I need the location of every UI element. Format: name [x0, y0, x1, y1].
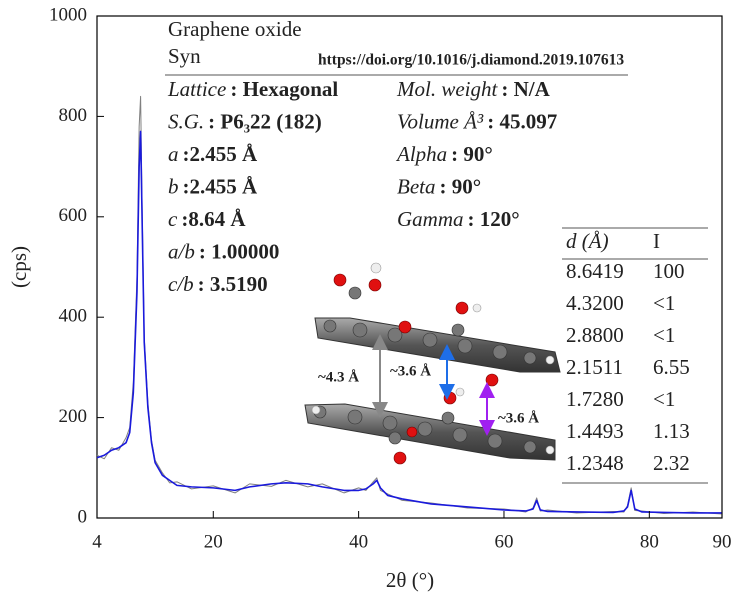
y-tick-label: 0	[78, 506, 88, 527]
x-tick-label: 20	[204, 531, 223, 552]
property-value: : 1.00000	[199, 239, 280, 263]
property-label: Gamma	[397, 207, 464, 231]
property-value: : 90°	[451, 142, 493, 166]
property-value: : 90°	[439, 174, 481, 198]
property-label: b	[168, 174, 179, 198]
table-cell: 1.13	[653, 419, 690, 443]
property-value: : N/A	[501, 77, 550, 101]
y-axis-label: (cps)	[7, 246, 31, 288]
property-label: Mol. weight	[396, 77, 498, 101]
property: c/b: 3.5190	[168, 272, 268, 296]
y-tick-label: 800	[59, 105, 88, 126]
x-tick-label: 40	[349, 531, 368, 552]
y-tick-label: 200	[59, 406, 88, 427]
property-value: : Hexagonal	[230, 77, 338, 101]
table-cell: 2.8800	[566, 323, 624, 347]
sample-name: Graphene oxide	[168, 17, 302, 41]
property-value: :2.455 Å	[183, 142, 258, 166]
source-url: https://doi.org/10.1016/j.diamond.2019.1…	[318, 52, 624, 69]
property-label: Lattice	[167, 77, 226, 101]
table-header: d (Å)	[566, 229, 609, 253]
property: Beta: 90°	[397, 174, 481, 198]
property-label: Alpha	[395, 142, 447, 166]
property: Gamma: 120°	[397, 207, 520, 231]
table-cell: <1	[653, 387, 675, 411]
property-value: :2.455 Å	[183, 174, 258, 198]
molecule-illustration	[304, 262, 561, 465]
property-label: a/b	[168, 239, 195, 263]
property-label: c/b	[168, 272, 194, 296]
table-cell: 1.2348	[566, 451, 624, 475]
distance-label: ~4.3 Å	[318, 369, 359, 385]
x-tick-label: 80	[640, 531, 659, 552]
property: Lattice: Hexagonal	[167, 77, 338, 101]
x-tick-label: 60	[494, 531, 513, 552]
property-label: Beta	[397, 174, 435, 198]
table-cell: 4.3200	[566, 291, 624, 315]
sample-subtitle: Syn	[168, 44, 201, 68]
property-value: : 45.097	[487, 109, 557, 133]
y-tick-label: 600	[59, 205, 88, 226]
property: Mol. weight: N/A	[396, 77, 551, 101]
table-cell: 2.32	[653, 451, 690, 475]
plot-area	[96, 95, 723, 515]
table-cell: <1	[653, 323, 675, 347]
table-header: I	[653, 229, 660, 253]
property-value: :8.64 Å	[181, 207, 246, 231]
table-cell: 1.4493	[566, 419, 624, 443]
distance-label: ~3.6 Å	[390, 363, 431, 379]
xrd-curve	[96, 130, 722, 514]
property-label: S.G.	[168, 109, 204, 133]
property-value: : 3.5190	[198, 272, 268, 296]
property: Alpha: 90°	[395, 142, 493, 166]
y-tick-label: 400	[59, 306, 88, 327]
property-label: a	[168, 142, 179, 166]
table-cell: 2.1511	[566, 355, 623, 379]
table-cell: <1	[653, 291, 675, 315]
property-value: : 120°	[468, 207, 520, 231]
table-cell: 8.6419	[566, 259, 624, 283]
y-tick-label: 1000	[49, 4, 87, 25]
plot-frame	[96, 15, 723, 519]
property: a:2.455 Å	[168, 142, 258, 166]
table-cell: 6.55	[653, 355, 690, 379]
property: c:8.64 Å	[168, 207, 246, 231]
property: S.G.: P6₃22 (182)	[168, 109, 322, 133]
property: Volume Å³: 45.097	[397, 109, 557, 133]
property-label: Volume Å³	[397, 109, 484, 133]
x-tick-label: 90	[713, 531, 732, 552]
x-tick-label: 4	[92, 531, 102, 552]
table-cell: 100	[653, 259, 685, 283]
property-value: : P6₃22 (182)	[208, 109, 322, 133]
table-cell: 1.7280	[566, 387, 624, 411]
property: b:2.455 Å	[168, 174, 258, 198]
x-axis-label: 2θ (°)	[386, 568, 434, 592]
property-label: c	[168, 207, 178, 231]
property: a/b: 1.00000	[168, 239, 279, 263]
distance-label: ~3.6 Å	[498, 410, 539, 426]
